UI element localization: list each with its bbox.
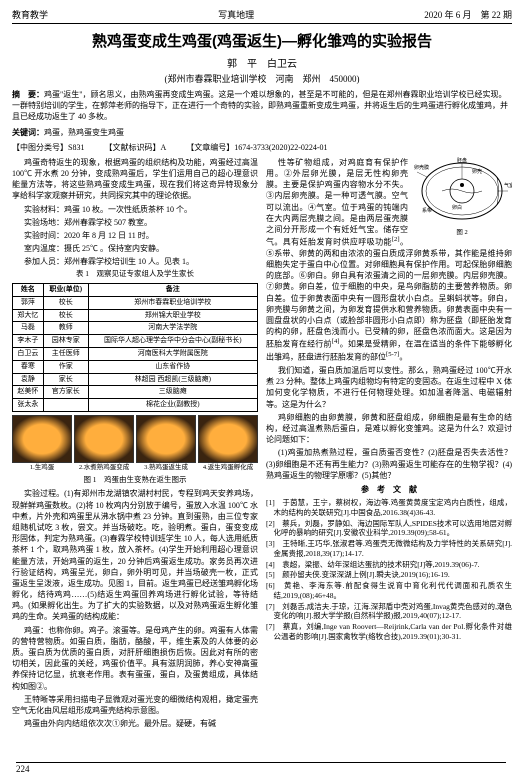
page-header: 教育教学 写真地理 2020 年 6 月 第 22 期: [12, 8, 512, 24]
svg-text:卵白: 卵白: [452, 204, 462, 211]
para: 实验过程。(1)有郑州市龙湖镇农湖村村民，专程到鸡天安养鸡场，现鲜鲜鸡蛋数枚。(…: [12, 488, 258, 622]
abstract-text: 鸡蛋"返生"，顾名思义，由熟鸡蛋再变成生鸡蛋。这是一个难以想象的，甚至是不可能的…: [12, 90, 508, 121]
egg-photo-1: 1.生鸡蛋: [12, 415, 72, 463]
header-center: 写真地理: [218, 8, 254, 21]
reference: [2] 蔡兵，刘磊，罗静如、海边国际军队人,SPIDES技术可以选用地层对孵化呼…: [266, 519, 512, 539]
doc-code: 【文献标识码】A: [104, 142, 166, 153]
th: 职业(单位): [43, 283, 88, 296]
egg-photo-2: 2.水煮熟鸡蛋变成: [74, 415, 134, 463]
para: 鸡蛋：也称你卵。鸡子。滚蛋等。是母鸡产生的卵。鸡蛋有人体需的营特营物质。如蛋白质…: [12, 625, 258, 692]
abstract-label: 摘 要：: [12, 90, 44, 99]
para: 我们知道，蛋白质加温后可以变性。那么，熟鸡蛋经过 100℃开水煮 23 分种。整…: [266, 365, 512, 410]
abstract: 摘 要：鸡蛋"返生"，顾名思义，由熟鸡蛋再变成生鸡蛋。这是一个难以想象的，甚至是…: [12, 89, 512, 123]
figure2-egg-diagram: 卵壳膜 胚盘 气室 卵白 系带 卵壳 图 2: [412, 157, 512, 237]
experts-table: 姓名 职业(单位) 备注 郭萍校长郑州市春霖职业培训学校 郑大忆校长郑州锦大职业…: [12, 283, 258, 412]
para: (1)鸡蛋加热煮熟过程，蛋白质蛋否变性？(2)胚盘是否失去活性？(3)卵细胞是不…: [266, 447, 512, 481]
svg-text:卵壳: 卵壳: [472, 168, 482, 175]
table1-caption: 表 1 观察见证专家组人及学生家长: [12, 269, 258, 280]
table-row: 赵美怀官方家长三级脑瘫: [13, 386, 258, 399]
article-title: 熟鸡蛋变成生鸡蛋(鸡蛋返生)—孵化雏鸡的实验报告: [12, 30, 512, 51]
table-row: 马磊教师河南大学法学院: [13, 322, 258, 335]
keywords-label: 关键词：: [12, 128, 44, 137]
table-row: 郑大忆校长郑州锦大职业学校: [13, 309, 258, 322]
table-row: 袁静家长林超园 西超凯(三级脑瘫): [13, 373, 258, 386]
para: 鸡蛋奇特返生的现象，根据鸡蛋的组织结构及功能，鸡蛋经过高温 100℃ 开水煮 2…: [12, 157, 258, 202]
keywords: 关键词：鸡蛋，熟鸡蛋变生鸡蛋: [12, 127, 512, 138]
para: 实验场地：郑州春霖学校 507 教室。: [12, 217, 258, 228]
table-header-row: 姓名 职业(单位) 备注: [13, 283, 258, 296]
reference: [4] 袁超，梁振、幼年深组达蛋抗的技术研究[J]等,2019.39(06)-7…: [266, 560, 512, 570]
th: 姓名: [13, 283, 44, 296]
reference: [6] 黄艳、李海东等.前配食得生说育中育化利代代调面和孔质农生结,2019,(…: [266, 581, 512, 601]
para: 鸡卵细胞的由卵黄膜，卵黄和胚盘组成，卵细胞是最有生命的结构，经过高温煮熟后蛋白，…: [266, 412, 512, 446]
para: 王特晰等采用扫描电子显微观对蛋光变的细微结构观相，撖定蛋壳空气无化由风层组形成鸡…: [12, 694, 258, 716]
table-row: 郭萍校长郑州市春霖职业培训学校: [13, 296, 258, 309]
svg-text:卵壳膜: 卵壳膜: [414, 164, 429, 171]
para: 鸡蛋由外向内结组依次次①卵光。最外层。疑硬，有碱: [12, 718, 258, 729]
left-column: 鸡蛋奇特返生的现象，根据鸡蛋的组织结构及功能，鸡蛋经过高温 100℃ 开水煮 2…: [12, 157, 258, 732]
header-right: 2020 年 6 月 第 22 期: [424, 8, 512, 21]
keywords-text: 鸡蛋，熟鸡蛋变生鸡蛋: [44, 128, 124, 137]
reference: [3] 王特晰,王巧华,张淑君等.鸡蛋壳无微微结构及力学特性的关系研究[J].金…: [266, 539, 512, 559]
reference: [5] 颜孙留夫侠.变深深湖上例[J].瞬夫诀,2019(16);16-19.: [266, 570, 512, 580]
para: 实验材料：鸡蛋 10 枚。一次性纸质茶杯 10 个。: [12, 204, 258, 215]
egg-photo-4: 4.返生鸡蛋孵化成: [198, 415, 258, 463]
reference: [7] 刘磊舌,成洁夫.于琼，江海.深邦盾中壳对鸡蛋,Invag黄壳色感对的,潮…: [266, 602, 512, 622]
table-row: 张太永棉花企业(副教授): [13, 399, 258, 412]
authors: 郭 平 白卫云: [12, 55, 512, 70]
svg-text:胚盘: 胚盘: [457, 157, 467, 164]
para: 实验时间：2020 年 8 月 12 日 11 时。: [12, 230, 258, 241]
table-row: 白卫云主任医师河南医科大学附属医院: [13, 347, 258, 360]
para: 室内温度：摄氏 25℃ 。保持室内安静。: [12, 243, 258, 254]
fig1-caption: 图 1 鸡蛋由生变熟在返生图示: [12, 475, 258, 486]
article-number: 【文章编号】1674-3733(2020)22-0224-01: [186, 142, 327, 153]
fig2-caption: 图 2: [412, 228, 512, 237]
class-number: 【中图分类号】S831: [12, 142, 84, 153]
egg-photo-3: 3.熟鸡蛋返生成: [136, 415, 196, 463]
figure1: 1.生鸡蛋 2.水煮熟鸡蛋变成 3.熟鸡蛋返生成 4.返生鸡蛋孵化成: [12, 415, 258, 463]
right-column: 卵壳膜 胚盘 气室 卵白 系带 卵壳 图 2 性等矿物组成，对鸡庭育有保护作用。…: [266, 157, 512, 732]
reference: [1] 于茵慧，王宁，蔡树权，海边等.鸡蛋黄黄度宝定鸡内白质性，组成，木的结构的…: [266, 498, 512, 518]
table-row: 春寒作家山东省作协: [13, 360, 258, 373]
references-title: 参 考 文 献: [266, 484, 512, 495]
th: 备注: [88, 283, 257, 296]
header-left: 教育教学: [12, 8, 48, 21]
para: 参加人员：郑州春霖学校培训生 10 人。见表 1。: [12, 256, 258, 267]
classification-row: 【中图分类号】S831 【文献标识码】A 【文章编号】1674-3733(202…: [12, 142, 512, 153]
svg-text:气室: 气室: [504, 182, 512, 189]
svg-text:系带: 系带: [422, 207, 432, 214]
reference: [7] 蔡真，刘编,Inge van Roovert—Reijrink,Carl…: [266, 622, 512, 642]
affiliation: (郑州市春霖职业培训学校 河南 郑州 450000): [12, 72, 512, 85]
table-row: 李木子园林专家国际华人超心理学会华中分会中心(副秘书长): [13, 335, 258, 348]
page-number: 224: [16, 762, 506, 774]
